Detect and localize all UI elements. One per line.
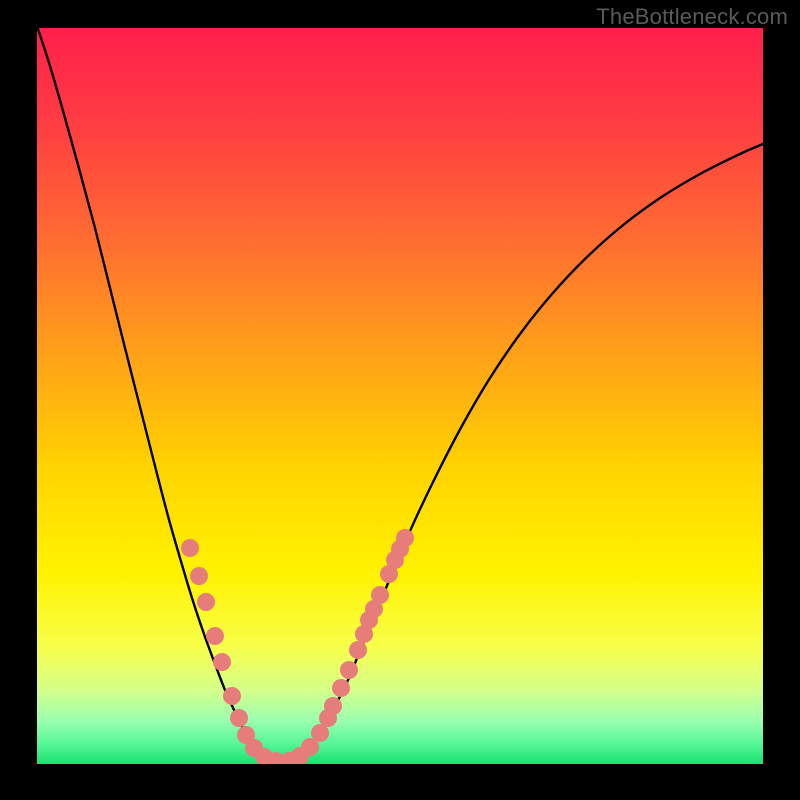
data-marker: [206, 627, 224, 645]
data-marker: [396, 529, 414, 547]
chart-svg: [0, 0, 800, 800]
data-marker: [230, 709, 248, 727]
data-marker: [223, 687, 241, 705]
data-marker: [213, 653, 231, 671]
data-marker: [371, 586, 389, 604]
data-marker: [340, 661, 358, 679]
data-marker: [190, 567, 208, 585]
data-marker: [324, 697, 342, 715]
data-marker: [181, 539, 199, 557]
gradient-background: [37, 28, 763, 764]
data-marker: [332, 679, 350, 697]
watermark-text: TheBottleneck.com: [596, 4, 788, 30]
data-marker: [197, 593, 215, 611]
chart-plot: [0, 0, 800, 800]
data-marker: [349, 641, 367, 659]
